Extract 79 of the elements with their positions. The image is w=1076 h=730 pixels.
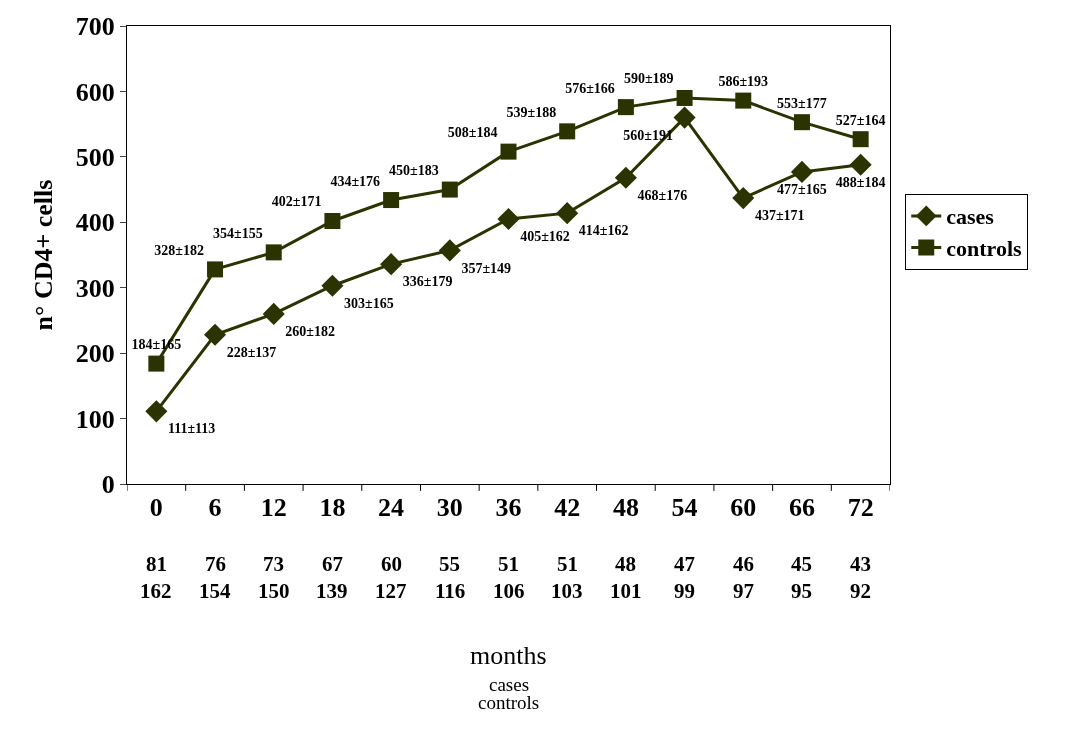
- x-tick-label: 72: [847, 493, 874, 523]
- point: [614, 166, 637, 189]
- data-label: 477±165: [777, 182, 827, 198]
- point: [617, 99, 634, 116]
- point: [500, 143, 517, 160]
- data-label: 437±171: [754, 208, 805, 224]
- data-label: 508±184: [447, 125, 498, 141]
- data-label: 328±182: [154, 242, 205, 258]
- data-label: 590±189: [623, 71, 674, 87]
- text: months: [470, 641, 547, 670]
- x-tick-label: 36: [495, 493, 522, 523]
- point: [380, 253, 403, 276]
- data-label: 539±188: [506, 104, 557, 120]
- data-label: 357±149: [461, 260, 512, 276]
- legend-label: cases: [946, 204, 995, 230]
- x-tick-label: 12: [260, 493, 287, 523]
- data-label: 260±182: [285, 324, 336, 340]
- y-tick-label: 700: [75, 12, 115, 42]
- y-tick-label: 0: [101, 470, 115, 500]
- data-label: 303±165: [344, 295, 394, 311]
- data-label: 405±162: [520, 229, 570, 245]
- data-label: 434±176: [330, 173, 381, 189]
- data-label: 553±177: [777, 95, 827, 111]
- point: [676, 89, 693, 106]
- point: [849, 153, 872, 176]
- x-tick-label: 66: [788, 493, 815, 523]
- data-label: 488±184: [835, 174, 886, 190]
- data-label: 586±193: [718, 74, 769, 90]
- text: 162 154 150 139 127 116 106 103 101 99 97 95 92: [140, 579, 871, 603]
- data-label: 468±176: [637, 187, 688, 203]
- point: [148, 355, 165, 372]
- data-label: 527±164: [835, 112, 886, 128]
- data-label: 336±179: [402, 274, 453, 290]
- point: [732, 187, 755, 210]
- point: [790, 160, 814, 183]
- point: [383, 192, 400, 209]
- y-tick-label: 600: [75, 77, 115, 107]
- y-tick-label: 300: [75, 273, 115, 303]
- x-tick-label: 30: [436, 493, 463, 523]
- point: [207, 261, 224, 278]
- x-tick-label: 0: [149, 493, 163, 523]
- point: [324, 212, 341, 229]
- point: [145, 400, 168, 423]
- point: [852, 131, 869, 148]
- point: [793, 114, 810, 131]
- point: [265, 244, 282, 261]
- point: [559, 123, 576, 140]
- y-tick-label: 500: [75, 142, 115, 172]
- point: [441, 181, 458, 198]
- y-tick-label: 100: [75, 404, 115, 434]
- point: [735, 92, 752, 109]
- point: [497, 207, 520, 231]
- data-label: 111±113: [167, 421, 216, 437]
- x-tick-label: 60: [730, 493, 757, 523]
- y-axis-title: n° CD4+ cells: [29, 179, 59, 331]
- legend-label: controls: [946, 236, 1023, 262]
- point: [203, 323, 227, 346]
- text: 81 76 73 67 60 55 51 51 48 47 46 45 43: [146, 552, 871, 576]
- data-label: 576±166: [565, 80, 615, 96]
- point: [321, 274, 344, 297]
- x-tick-label: 18: [319, 493, 346, 523]
- x-tick-label: 54: [671, 493, 698, 523]
- point: [438, 239, 461, 262]
- x-tick-label: 48: [612, 493, 639, 523]
- x-tick-label: 6: [208, 493, 222, 523]
- point: [556, 202, 579, 225]
- data-label: 402±171: [271, 194, 322, 210]
- text: controls: [478, 692, 540, 713]
- point: [673, 106, 696, 129]
- data-label: 414±162: [578, 223, 629, 239]
- text: cases: [489, 674, 530, 695]
- point: [262, 302, 285, 325]
- y-tick-label: 400: [75, 208, 115, 238]
- data-label: 228±137: [226, 344, 277, 360]
- y-tick-label: 200: [75, 339, 115, 369]
- x-tick-label: 24: [378, 493, 405, 523]
- x-tick-label: 42: [554, 493, 581, 523]
- data-label: 354±155: [213, 225, 263, 241]
- data-label: 450±183: [389, 163, 439, 179]
